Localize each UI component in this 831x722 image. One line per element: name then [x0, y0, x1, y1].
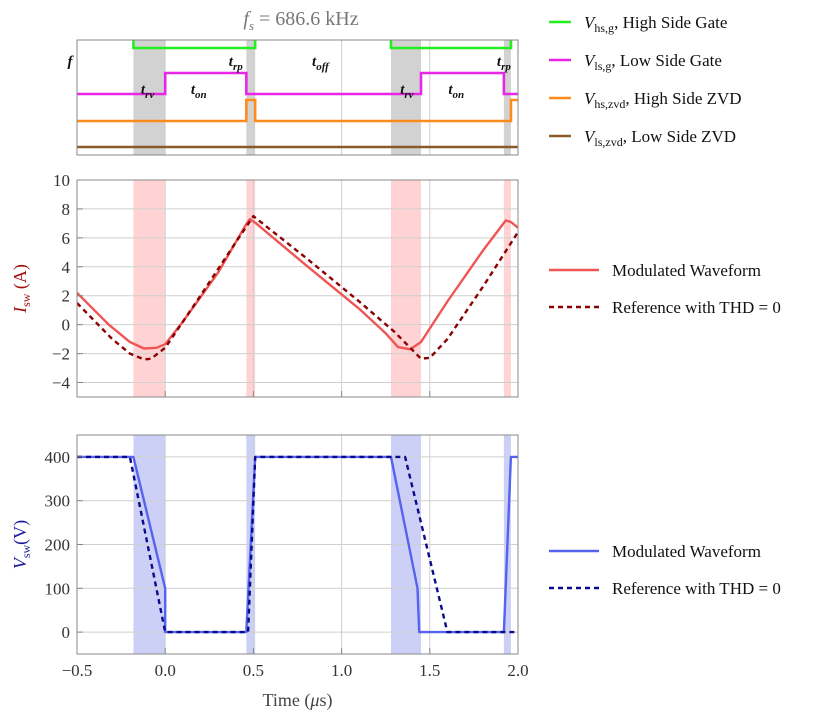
gate-line-ls_gate: [77, 71, 518, 96]
current-ytick-label-5: 6: [62, 229, 71, 248]
phase-label-5: ton: [191, 82, 207, 101]
current-ytick-label-1: −2: [52, 345, 70, 364]
gate-line-hs_zvd: [77, 98, 518, 123]
gate-panel: f trp toff trp trv ton trv ton: [67, 39, 519, 156]
current-shade-1: [246, 180, 256, 397]
voltage-ytick-label-2: 200: [45, 536, 71, 555]
current-panel: −4 −2 0 2 4 6 8 10 Isw (A): [10, 171, 519, 398]
voltage-ylabel: Vsw(V): [10, 520, 33, 569]
phase-label-6: trv: [400, 82, 413, 101]
phase-label-1: trp: [229, 54, 243, 73]
current-shade-0: [133, 180, 166, 397]
current-ytick-label-4: 4: [62, 258, 71, 277]
legend-voltage-label-1: Reference with THD = 0: [612, 579, 781, 598]
legend-label-3: Vls,zvd, Low Side ZVD: [584, 127, 736, 149]
legend-label-0: Vhs,g, High Side Gate: [584, 13, 727, 35]
current-shade-2: [390, 180, 421, 397]
voltage-panel: 0 100 200 300 400 −0.5 0.0 0.5 1.0 1.5 2.0 Time (μs…: [10, 434, 529, 711]
voltage-ytick-label-1: 100: [45, 579, 71, 598]
gate-shade-2: [390, 40, 421, 155]
legend-current-label-0: Modulated Waveform: [612, 261, 761, 280]
voltage-series-1: [77, 455, 518, 634]
current-series-0: [77, 217, 518, 351]
phase-label-7: ton: [448, 82, 464, 101]
phase-label-2: toff: [312, 54, 330, 73]
current-frame: [76, 179, 519, 398]
phase-label-3: trp: [497, 54, 511, 73]
voltage-xtick-label-1: 0.0: [155, 661, 176, 680]
voltage-xtick-label-5: 2.0: [507, 661, 528, 680]
legend-current-label-1: Reference with THD = 0: [612, 298, 781, 317]
legend-label-2: Vhs,zvd, High Side ZVD: [584, 89, 742, 111]
legend-voltage: Modulated Waveform Reference with THD = 0: [549, 542, 781, 598]
phase-label-0: f: [67, 54, 74, 70]
legend-current: Modulated Waveform Reference with THD = 0: [549, 261, 781, 317]
voltage-ytick-label-4: 400: [45, 448, 71, 467]
current-ytick-label-6: 8: [62, 200, 71, 219]
current-ytick-label-7: 10: [53, 171, 70, 190]
chart-title: fs = 686.6 kHz: [243, 8, 358, 33]
gate-shade-1: [246, 40, 256, 155]
current-series-1: [77, 214, 518, 361]
current-ytick-label-2: 0: [62, 316, 71, 335]
voltage-xtick-label-2: 0.5: [243, 661, 264, 680]
current-ytick-label-3: 2: [62, 287, 71, 306]
legend-voltage-label-0: Modulated Waveform: [612, 542, 761, 561]
voltage-xlabel: Time (μs): [263, 690, 333, 711]
current-shade-3: [503, 180, 511, 397]
voltage-xtick-label-0: −0.5: [62, 661, 93, 680]
phase-label-4: trv: [141, 82, 154, 101]
current-ylabel: Isw (A): [10, 264, 33, 314]
gate-frame: [76, 39, 519, 156]
gate-shade-3: [503, 40, 511, 155]
legend-label-1: Vls,g, Low Side Gate: [584, 51, 722, 73]
gate-shade-0: [133, 40, 166, 155]
voltage-ytick-label-3: 300: [45, 492, 71, 511]
current-ytick-label-0: −4: [52, 374, 71, 393]
legend-gates: Vhs,g, High Side Gate Vls,g, Low Side Gat…: [549, 13, 742, 149]
voltage-ytick-label-0: 0: [62, 623, 71, 642]
voltage-xtick-label-4: 1.5: [419, 661, 440, 680]
voltage-xtick-label-3: 1.0: [331, 661, 352, 680]
